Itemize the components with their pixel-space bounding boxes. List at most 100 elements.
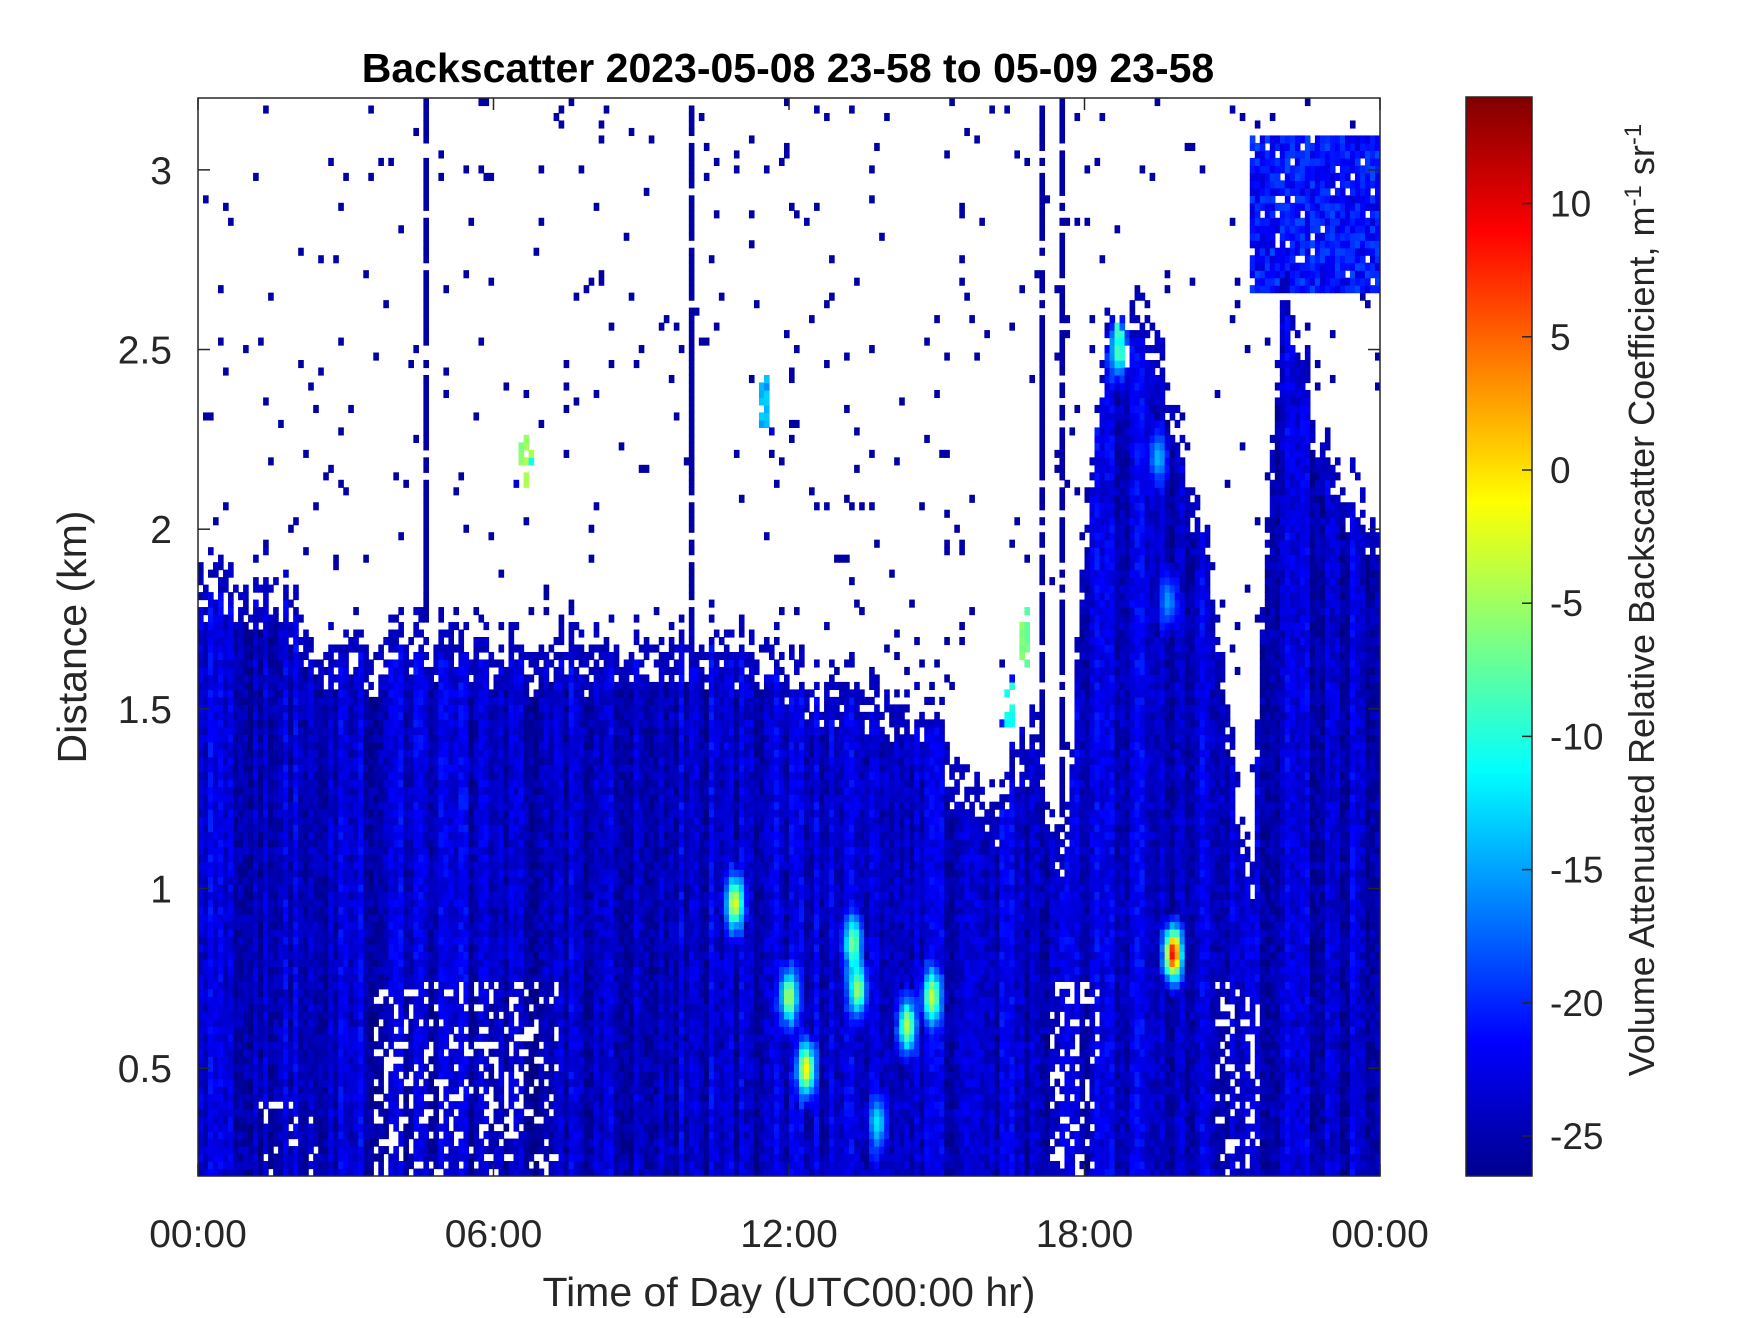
heatmap-cell xyxy=(238,958,244,967)
heatmap-cell xyxy=(203,1026,209,1035)
heatmap-cell xyxy=(463,1108,470,1117)
heatmap-cell xyxy=(318,666,324,676)
heatmap-cell xyxy=(278,981,284,990)
heatmap-cell xyxy=(408,704,414,713)
heatmap-cell xyxy=(333,644,339,653)
heatmap-cell xyxy=(238,996,244,1005)
heatmap-cell xyxy=(258,846,264,855)
heatmap-cell xyxy=(198,816,204,825)
heatmap-cell xyxy=(508,719,515,728)
heatmap-cell xyxy=(218,1161,224,1170)
heatmap-cell xyxy=(548,1168,555,1176)
heatmap-cell xyxy=(273,846,279,855)
heatmap-cell xyxy=(448,921,455,930)
heatmap-cell xyxy=(353,1033,359,1042)
heatmap-cell xyxy=(383,861,389,870)
heatmap-cell xyxy=(543,794,550,803)
heatmap-cell xyxy=(443,644,450,653)
heatmap-cell xyxy=(358,629,364,638)
heatmap-cell xyxy=(218,1086,224,1095)
heatmap-cell xyxy=(238,622,244,631)
heatmap-cell xyxy=(198,749,204,758)
heatmap-cell xyxy=(543,809,550,818)
heatmap-cell xyxy=(358,659,364,668)
heatmap-cell xyxy=(338,1116,344,1125)
heatmap-cell xyxy=(308,928,314,938)
heatmap-cell xyxy=(473,943,480,953)
heatmap-cell xyxy=(293,1011,299,1020)
heatmap-cell xyxy=(338,1011,344,1020)
heatmap-cell xyxy=(408,921,414,930)
heatmap-cell xyxy=(403,1048,409,1057)
heatmap-cell xyxy=(368,846,374,855)
heatmap-cell xyxy=(288,524,294,533)
heatmap-cell xyxy=(273,1048,279,1057)
heatmap-cell xyxy=(343,681,349,691)
heatmap-cell xyxy=(333,1108,339,1117)
heatmap-cell xyxy=(463,779,470,788)
heatmap-cell xyxy=(253,637,259,646)
heatmap-cell xyxy=(523,854,530,863)
heatmap-cell xyxy=(383,1146,389,1155)
heatmap-cell xyxy=(358,1026,364,1035)
heatmap-cell xyxy=(293,1131,299,1140)
heatmap-cell xyxy=(303,1138,309,1147)
heatmap-cell xyxy=(198,966,204,975)
heatmap-cell xyxy=(348,943,354,953)
heatmap-cell xyxy=(218,801,224,810)
heatmap-cell xyxy=(398,681,404,691)
heatmap-cell xyxy=(523,1041,530,1050)
heatmap-cell xyxy=(233,771,239,780)
heatmap-cell xyxy=(513,741,520,750)
heatmap-cell xyxy=(418,996,424,1005)
heatmap-cell xyxy=(538,681,545,691)
heatmap-cell xyxy=(223,996,229,1005)
heatmap-cell xyxy=(513,1161,520,1170)
heatmap-cell xyxy=(233,1078,239,1087)
heatmap-cell xyxy=(398,913,404,923)
heatmap-cell xyxy=(358,1078,364,1087)
heatmap-cell xyxy=(368,1003,374,1012)
heatmap-cell xyxy=(543,689,550,698)
heatmap-cell xyxy=(278,1138,284,1147)
heatmap-cell xyxy=(358,764,364,773)
heatmap-cell xyxy=(358,854,364,863)
heatmap-cell xyxy=(218,869,224,878)
heatmap-cell xyxy=(488,1018,495,1027)
heatmap-cell xyxy=(438,644,445,653)
heatmap-cell xyxy=(318,1093,324,1102)
heatmap-cell xyxy=(223,202,229,211)
heatmap-cell xyxy=(348,1146,354,1155)
heatmap-cell xyxy=(338,1153,344,1162)
heatmap-cell xyxy=(368,891,374,900)
heatmap-cell xyxy=(548,1101,555,1110)
heatmap-cell xyxy=(398,674,404,683)
heatmap-cell xyxy=(198,764,204,773)
heatmap-cell xyxy=(503,928,510,938)
heatmap-cell xyxy=(453,666,460,676)
heatmap-cell xyxy=(403,1101,409,1110)
heatmap-cell xyxy=(418,913,424,923)
heatmap-cell xyxy=(488,958,495,967)
heatmap-cell xyxy=(453,869,460,878)
heatmap-cell xyxy=(518,711,525,720)
heatmap-cell xyxy=(478,928,485,938)
heatmap-cell xyxy=(303,1093,309,1102)
heatmap-cell xyxy=(318,681,324,691)
heatmap-cell xyxy=(223,689,229,698)
heatmap-cell xyxy=(263,637,269,646)
heatmap-cell xyxy=(283,644,289,653)
heatmap-cell xyxy=(353,801,359,810)
heatmap-cell xyxy=(288,741,294,750)
heatmap-cell xyxy=(298,1033,304,1042)
heatmap-cell xyxy=(493,1138,500,1147)
heatmap-cell xyxy=(278,711,284,720)
heatmap-cell xyxy=(198,899,204,908)
heatmap-cell xyxy=(353,973,359,982)
heatmap-cell xyxy=(418,659,424,668)
heatmap-cell xyxy=(348,854,354,863)
heatmap-cell xyxy=(243,1146,249,1155)
heatmap-cell xyxy=(243,801,249,810)
heatmap-cell xyxy=(398,958,404,967)
heatmap-cell xyxy=(303,921,309,930)
